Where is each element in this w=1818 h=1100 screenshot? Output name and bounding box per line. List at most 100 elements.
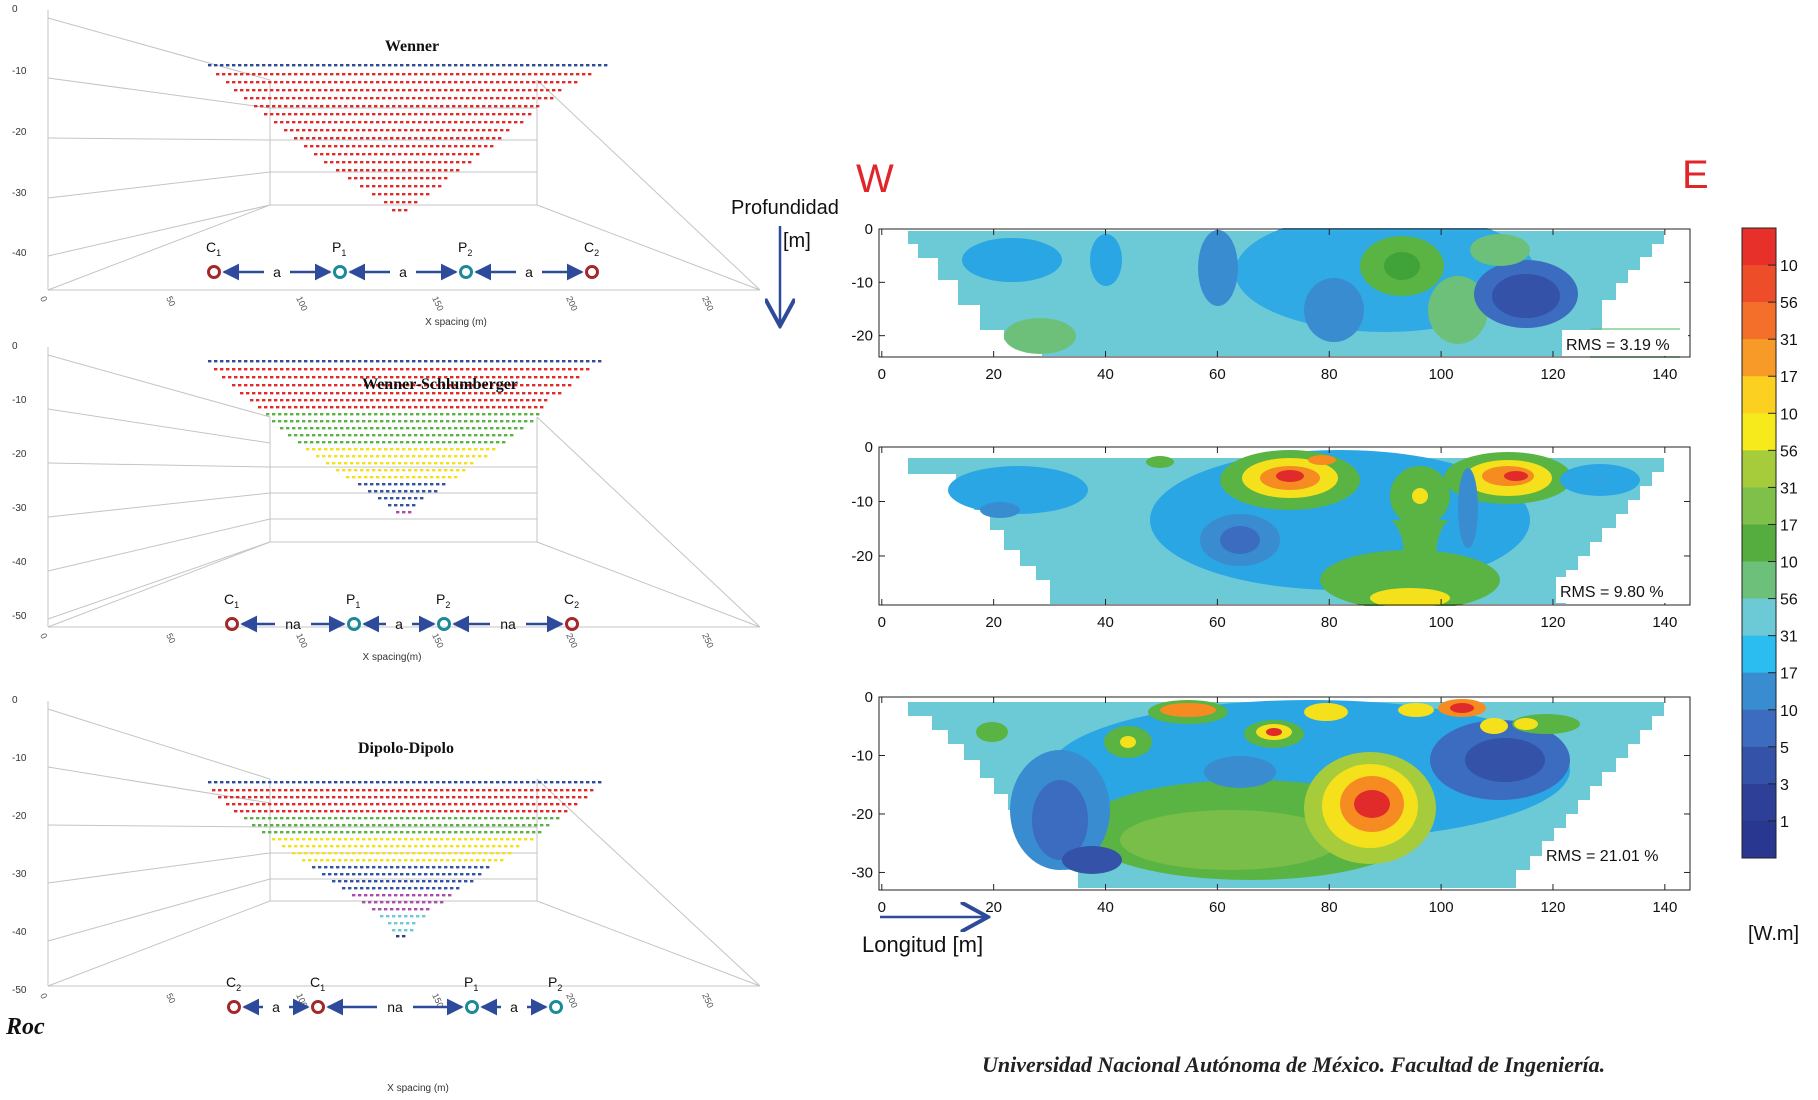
pseudosection-point [354,113,358,116]
pseudosection-point [360,89,364,92]
pseudosection-point [448,368,452,371]
pseudosection-point [364,81,368,84]
electrode-label: C2 [584,239,599,258]
pseudosection-point [452,105,456,108]
pseudosection-point [430,441,434,444]
pseudosection-point [396,935,400,938]
pseudosection-point [380,880,384,883]
pseudosection-point [442,781,446,784]
pseudosection-point [364,476,368,479]
pseudosection-point [520,121,524,124]
pseudosection-point [374,490,378,493]
pseudosection-point [460,97,464,100]
pseudosection-point [368,153,372,156]
pseudosection-point [544,817,548,820]
pseudosection-point [316,817,320,820]
pseudosection-point [280,81,284,84]
pseudosection-point [452,413,456,416]
pseudosection-point [552,392,556,395]
pseudosection-point [334,831,338,834]
pseudosection-point [508,81,512,84]
pseudosection-point [464,105,468,108]
pseudosection-point [382,894,386,897]
pseudosection-point [288,810,292,813]
pseudosection-point [404,490,408,493]
pseudosection-point [528,89,532,92]
pseudosection-point [504,406,508,409]
pseudosection-point [422,129,426,132]
pseudosection-point [394,922,398,925]
pseudosection-point [448,781,452,784]
pseudosection-point [420,392,424,395]
pseudosection-point [422,796,426,799]
pseudosection-point [480,845,484,848]
pseudosection-point [484,399,488,402]
pseudosection-point [438,185,442,188]
pseudosection-point [400,894,404,897]
pseudosection-point [490,360,494,363]
pseudosection-point [526,97,530,100]
pseudosection-point [442,121,446,124]
pseudosection-point [344,880,348,883]
pseudosection-point [318,434,322,437]
pseudosection-point [440,789,444,792]
pseudosection-point [524,413,528,416]
pseudosection-point [456,169,460,172]
pseudosection-point [340,817,344,820]
pseudosection-point [474,376,478,379]
pseudosection-point [318,824,322,827]
pseudosection-point [490,399,494,402]
x-tick-label: 150 [430,632,445,650]
pseudosection-point [418,781,422,784]
pseudosection-point [366,866,370,869]
pseudosection-point [496,368,500,371]
pseudosection-point [328,145,332,148]
pseudosection-point [454,781,458,784]
pseudosection-point [446,105,450,108]
x-tick-label: 120 [1540,366,1565,383]
pseudosection-point [520,384,524,387]
pseudosection-point [434,880,438,883]
pseudosection-point [218,789,222,792]
pseudosection-point [388,81,392,84]
pseudosection-point [334,399,338,402]
pseudosection-point [302,859,306,862]
x-tick-label: 200 [564,295,579,313]
pseudosection-point [330,866,334,869]
pseudosection-point [444,376,448,379]
pseudosection-point [442,368,446,371]
pseudosection-point [388,894,392,897]
pseudosection-point [410,462,414,465]
pseudosection-point [420,448,424,451]
color-scale-swatch [1742,413,1776,451]
pseudosection-point [344,153,348,156]
pseudosection-point [492,448,496,451]
pseudosection-point [360,113,364,116]
pseudosection-point [238,803,242,806]
pseudosection-point [424,894,428,897]
pseudosection-point [304,368,308,371]
x-tick-labels: 0 50 100 150 200 250 [38,632,715,650]
pseudosection-point [360,137,364,140]
pseudosection-point [370,455,374,458]
pseudosection-point [376,145,380,148]
pseudosection-point [340,368,344,371]
pseudosection-point [312,89,316,92]
pseudosection-point [394,97,398,100]
pseudosection-point [476,789,480,792]
pseudosection-point [420,887,424,890]
pseudosection-point [268,368,272,371]
pseudosection-point [520,81,524,84]
pseudosection-point [342,73,346,76]
pseudosection-point [568,64,572,67]
pseudosection-point [466,781,470,784]
pseudosection-point [358,873,362,876]
pseudosection-point [384,201,388,204]
pseudosection-point [466,441,470,444]
pseudosection-point [386,129,390,132]
pseudosection-point [390,866,394,869]
pseudosection-point [462,392,466,395]
pseudosection-point [302,838,306,841]
pseudosection-point [398,859,402,862]
pseudosection-point [518,420,522,423]
